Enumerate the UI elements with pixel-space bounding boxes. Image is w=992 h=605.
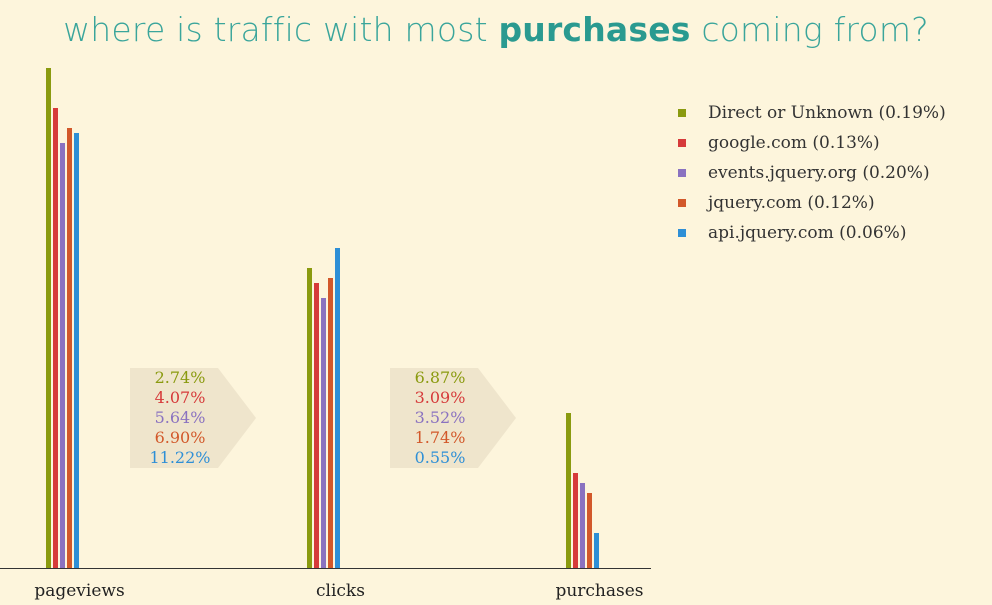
conversion-funnel-clicks-to-purchases: 6.87% 3.09% 3.52% 1.74% 0.55% xyxy=(390,368,518,468)
conversion-rate: 3.52% xyxy=(414,408,466,427)
funnel-arrow-shape xyxy=(130,368,256,468)
bar-pageviews-0 xyxy=(46,68,51,568)
bar-purchases-0 xyxy=(566,413,571,568)
conversion-rate: 6.90% xyxy=(154,428,206,447)
legend-label: Direct or Unknown (0.19%) xyxy=(708,103,946,123)
legend-item: events.jquery.org (0.20%) xyxy=(678,158,946,188)
legend-item: google.com (0.13%) xyxy=(678,128,946,158)
legend: Direct or Unknown (0.19%) google.com (0.… xyxy=(678,98,946,248)
legend-swatch xyxy=(678,109,686,117)
legend-label: events.jquery.org (0.20%) xyxy=(708,163,930,183)
x-tick-label: purchases xyxy=(555,581,643,601)
conversion-rate: 3.09% xyxy=(414,388,466,407)
bar-pageviews-3 xyxy=(67,128,72,568)
bar-clicks-0 xyxy=(307,268,312,568)
conversion-rate: 1.74% xyxy=(414,428,466,447)
conversion-rate: 2.74% xyxy=(154,368,206,387)
conversion-rate: 6.87% xyxy=(414,368,466,387)
x-tick-label: clicks xyxy=(316,581,365,601)
bar-clicks-4 xyxy=(335,248,340,568)
legend-label: google.com (0.13%) xyxy=(708,133,880,153)
bar-purchases-4 xyxy=(594,533,599,568)
conversion-rate: 5.64% xyxy=(154,408,206,427)
bar-pageviews-2 xyxy=(60,143,65,568)
bar-pageviews-4 xyxy=(74,133,79,568)
conversion-rate: 4.07% xyxy=(154,388,206,407)
conversion-rate: 11.22% xyxy=(149,448,211,467)
legend-label: jquery.com (0.12%) xyxy=(708,193,875,213)
conversion-funnel-pageviews-to-clicks: 2.74% 4.07% 5.64% 6.90% 11.22% xyxy=(130,368,258,468)
title-prefix: where is traffic with most xyxy=(63,10,499,49)
legend-swatch xyxy=(678,199,686,207)
legend-swatch xyxy=(678,169,686,177)
x-tick-label: pageviews xyxy=(34,581,124,601)
legend-label: api.jquery.com (0.06%) xyxy=(708,223,907,243)
legend-item: jquery.com (0.12%) xyxy=(678,188,946,218)
chart-title: where is traffic with most purchases com… xyxy=(0,10,992,49)
bar-purchases-2 xyxy=(580,483,585,568)
legend-swatch xyxy=(678,139,686,147)
bar-purchases-3 xyxy=(587,493,592,568)
bar-pageviews-1 xyxy=(53,108,58,568)
legend-swatch xyxy=(678,229,686,237)
bar-clicks-2 xyxy=(321,298,326,568)
bar-purchases-1 xyxy=(573,473,578,568)
legend-item: api.jquery.com (0.06%) xyxy=(678,218,946,248)
funnel-arrow-shape xyxy=(390,368,516,468)
bar-clicks-3 xyxy=(328,278,333,568)
title-suffix: coming from? xyxy=(690,10,929,49)
title-emphasis: purchases xyxy=(498,10,691,49)
bar-clicks-1 xyxy=(314,283,319,568)
legend-item: Direct or Unknown (0.19%) xyxy=(678,98,946,128)
conversion-rate: 0.55% xyxy=(414,448,466,467)
